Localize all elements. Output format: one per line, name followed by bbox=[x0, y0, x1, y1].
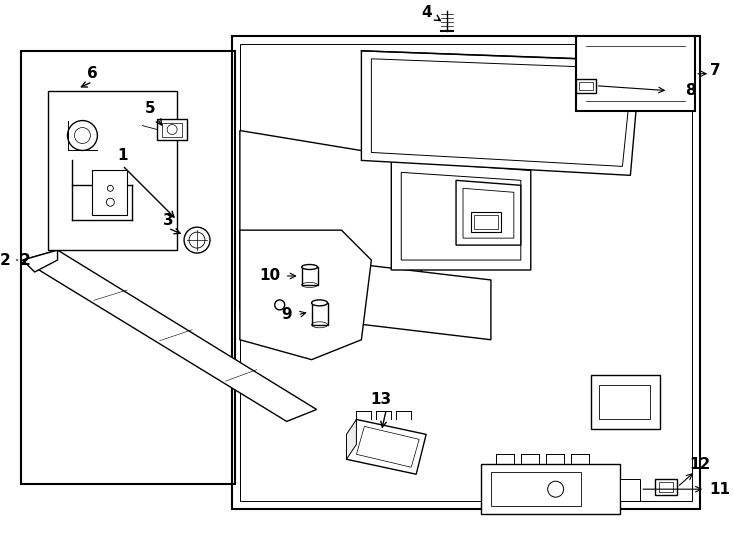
Bar bbox=[655, 479, 677, 495]
Polygon shape bbox=[391, 160, 531, 270]
Text: 8: 8 bbox=[685, 83, 696, 98]
Polygon shape bbox=[481, 464, 620, 514]
Bar bbox=[162, 123, 182, 137]
Polygon shape bbox=[240, 250, 491, 340]
Polygon shape bbox=[591, 375, 661, 429]
Polygon shape bbox=[23, 250, 57, 272]
Polygon shape bbox=[240, 131, 421, 310]
Text: 6: 6 bbox=[87, 66, 98, 81]
Bar bbox=[48, 91, 177, 250]
Polygon shape bbox=[575, 36, 695, 111]
Polygon shape bbox=[456, 180, 521, 245]
Circle shape bbox=[184, 227, 210, 253]
Text: 11: 11 bbox=[710, 482, 730, 497]
Bar bbox=[302, 267, 318, 285]
Circle shape bbox=[548, 481, 564, 497]
Bar bbox=[474, 215, 498, 229]
Text: 7: 7 bbox=[710, 63, 720, 78]
Ellipse shape bbox=[312, 300, 327, 306]
Bar bbox=[471, 212, 501, 232]
Polygon shape bbox=[23, 250, 316, 421]
Text: 1: 1 bbox=[117, 148, 128, 163]
Polygon shape bbox=[240, 230, 371, 360]
Text: 2: 2 bbox=[19, 253, 30, 267]
Text: 3: 3 bbox=[163, 213, 173, 228]
Bar bbox=[578, 82, 592, 90]
Text: 5: 5 bbox=[145, 101, 156, 116]
Text: 9: 9 bbox=[281, 307, 292, 322]
Text: 13: 13 bbox=[371, 392, 392, 407]
Text: 4: 4 bbox=[421, 5, 432, 21]
Bar bbox=[21, 51, 235, 484]
Text: 12: 12 bbox=[689, 457, 711, 472]
Bar bbox=[659, 482, 673, 492]
Polygon shape bbox=[346, 420, 357, 460]
Polygon shape bbox=[361, 51, 640, 176]
Text: 2: 2 bbox=[0, 253, 18, 267]
Bar bbox=[598, 384, 650, 420]
Polygon shape bbox=[346, 420, 426, 474]
Text: 10: 10 bbox=[259, 268, 280, 284]
Ellipse shape bbox=[302, 265, 318, 269]
Bar bbox=[491, 472, 581, 506]
Bar bbox=[92, 171, 127, 215]
Circle shape bbox=[68, 120, 98, 151]
Polygon shape bbox=[232, 36, 700, 509]
Bar bbox=[157, 119, 187, 140]
Polygon shape bbox=[620, 479, 640, 501]
Bar bbox=[575, 79, 595, 93]
Circle shape bbox=[275, 300, 285, 310]
Bar bbox=[312, 303, 327, 325]
